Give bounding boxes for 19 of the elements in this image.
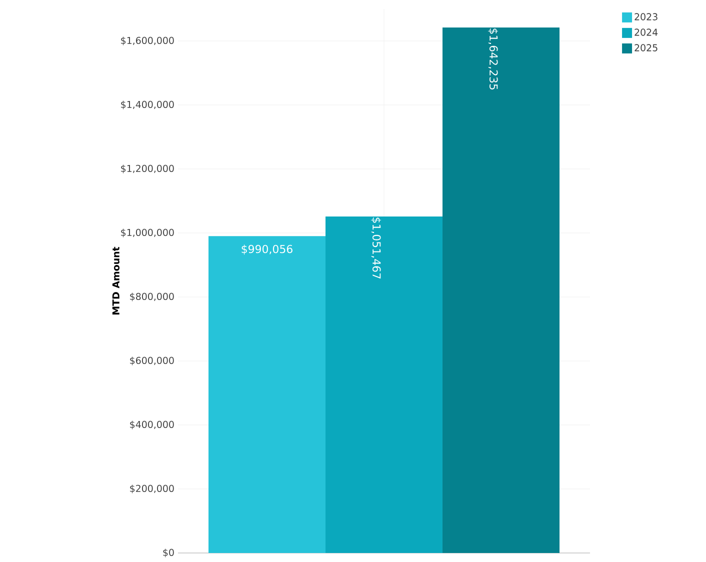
y-tick-label: $1,000,000	[121, 228, 174, 238]
y-tick-label: $1,600,000	[121, 36, 174, 46]
y-tick-label: $400,000	[130, 420, 174, 430]
y-tick-label: $1,200,000	[121, 164, 174, 174]
bar	[442, 27, 560, 553]
y-tick-label: $0	[163, 548, 174, 558]
data-label: $1,051,467	[371, 218, 381, 278]
data-label: $990,056	[242, 244, 292, 255]
y-tick-label: $1,400,000	[121, 100, 174, 110]
y-axis-title: MTD Amount	[112, 246, 120, 314]
legend-label: 2024	[634, 28, 658, 36]
data-label: $1,642,235	[488, 28, 498, 90]
y-tick-label: $800,000	[130, 292, 174, 302]
y-tick-label: $200,000	[130, 484, 174, 494]
y-tick-label: $600,000	[130, 356, 174, 366]
bar	[326, 216, 443, 553]
legend-label: 2025	[634, 44, 658, 52]
bar	[208, 236, 326, 553]
legend-label: 2023	[634, 13, 658, 20]
